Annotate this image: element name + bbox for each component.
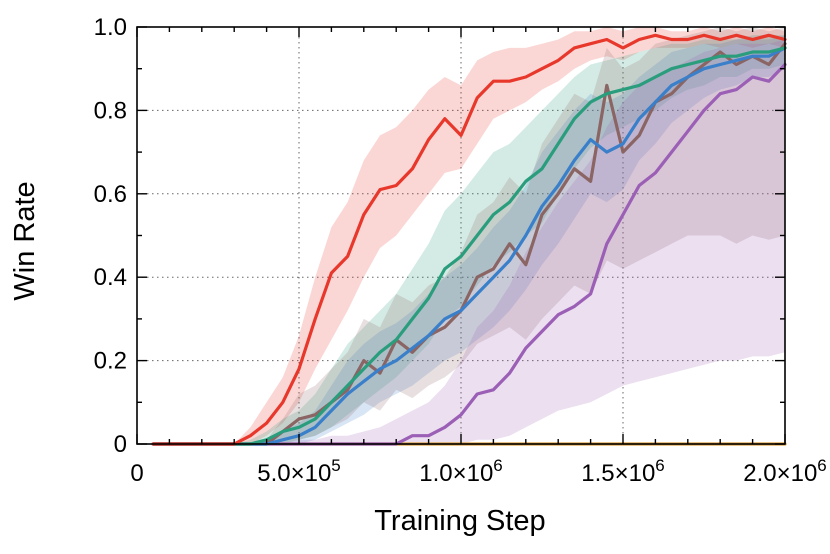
confidence-bands — [153, 27, 785, 445]
series-2-band — [153, 35, 785, 445]
y-tick-label: 0.8 — [94, 97, 127, 124]
series-1-band — [153, 27, 785, 444]
y-axis-title: Win Rate — [9, 181, 41, 300]
series-5-band — [153, 39, 785, 444]
x-axis-title: Training Step — [374, 505, 545, 537]
y-tick-label: 0.2 — [94, 348, 127, 375]
x-tick-label: 5.0×105 — [257, 456, 341, 487]
y-tick-labels: 0 0.2 0.4 0.6 0.8 1.0 — [94, 14, 127, 458]
series-4-band — [153, 27, 785, 444]
axis-ticks — [136, 26, 786, 445]
y-tick-label: 0.6 — [94, 181, 127, 208]
grid-lines — [137, 27, 785, 444]
x-tick-label: 1.0×106 — [419, 456, 503, 487]
x-tick-label: 2.0×106 — [743, 456, 827, 487]
x-tick-labels: 0 5.0×105 1.0×106 1.5×106 2.0×106 — [130, 456, 826, 487]
series-1-line — [151, 33, 787, 446]
y-tick-label: 1.0 — [94, 14, 127, 41]
series-2-line — [151, 46, 787, 446]
y-tick-label: 0 — [114, 431, 127, 458]
x-tick-label: 0 — [130, 460, 143, 487]
y-tick-label: 0.4 — [94, 264, 127, 291]
x-tick-label: 1.5×106 — [581, 456, 665, 487]
